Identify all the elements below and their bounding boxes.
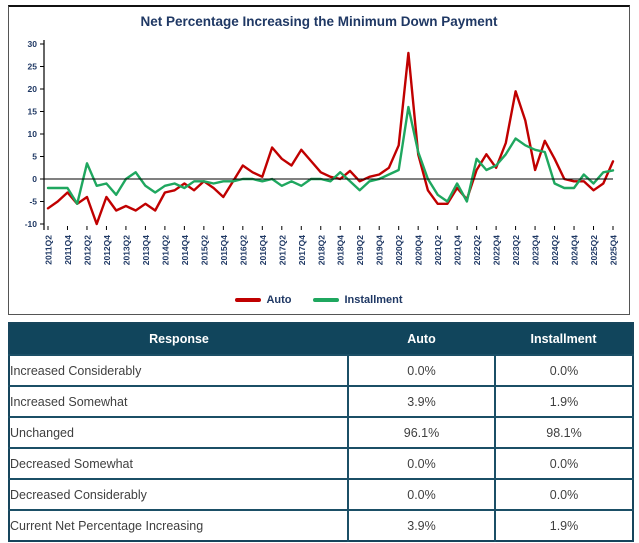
installment-value: 0.0% [494, 478, 633, 510]
x-tick-label: 2018Q4 [336, 235, 346, 266]
table-row: Unchanged 96.1% 98.1% [9, 416, 633, 448]
auto-series-line [46, 51, 615, 226]
y-tick-label: 30 [28, 39, 38, 49]
x-tick-label: 2014Q2 [160, 235, 170, 266]
installment-value: 1.9% [494, 509, 633, 541]
installment-value: 0.0% [494, 447, 633, 479]
x-tick-label: 2025Q4 [609, 235, 619, 266]
y-tick-label: 20 [28, 84, 38, 94]
table-row: Current Net Percentage Increasing 3.9% 1… [9, 509, 633, 541]
installment-line-swatch [313, 298, 340, 302]
x-tick-label: 2020Q4 [414, 235, 424, 266]
table-row: Increased Somewhat 3.9% 1.9% [9, 385, 633, 417]
legend-label-auto: Auto [266, 294, 292, 306]
legend-label-installment: Installment [344, 294, 403, 306]
response-table: Response Auto Installment Increased Cons… [8, 322, 634, 542]
y-tick-label: -10 [25, 219, 38, 229]
y-tick-label: 25 [28, 62, 38, 72]
legend-item-installment: Installment [313, 294, 403, 306]
x-tick-label: 2025Q2 [589, 235, 599, 266]
installment-value: 1.9% [494, 385, 633, 417]
x-tick-label: 2013Q4 [141, 235, 151, 266]
auto-value: 3.9% [347, 385, 495, 417]
auto-value: 0.0% [347, 447, 495, 479]
y-tick-label: 10 [28, 129, 38, 139]
row-label: Decreased Somewhat [9, 447, 348, 479]
x-tick-label: 2018Q2 [316, 235, 326, 266]
installment-value: 98.1% [494, 416, 633, 448]
y-tick-label: 0 [32, 174, 37, 184]
row-label: Increased Somewhat [9, 385, 348, 417]
x-tick-label: 2017Q2 [277, 235, 287, 266]
x-tick-label: 2022Q4 [492, 235, 502, 266]
x-tick-label: 2016Q2 [238, 235, 248, 266]
y-tick-label: 5 [32, 152, 37, 162]
x-tick-label: 2024Q4 [570, 235, 580, 266]
x-tick-label: 2023Q2 [511, 235, 521, 266]
x-tick-label: 2013Q2 [121, 235, 131, 266]
x-tick-label: 2015Q4 [219, 235, 229, 266]
row-label: Decreased Considerably [9, 478, 348, 510]
auto-value: 3.9% [347, 509, 495, 541]
x-tick-label: 2021Q2 [433, 235, 443, 266]
table-row: Decreased Considerably 0.0% 0.0% [9, 478, 633, 510]
line-chart: 30 25 20 15 10 5 0 -5 -10 2011Q2 2011Q4 2012Q2 2012Q… [25, 39, 619, 266]
x-tick-label: 2016Q4 [258, 235, 268, 266]
x-tick-label: 2019Q2 [355, 235, 365, 266]
chart-legend: Auto Installment [9, 294, 629, 306]
x-tick-label: 2023Q4 [531, 235, 541, 266]
chart-title: Net Percentage Increasing the Minimum Do… [140, 14, 498, 29]
auto-line-swatch [235, 298, 262, 302]
installment-value: 0.0% [494, 354, 633, 386]
x-tick-label: 2019Q4 [375, 235, 385, 266]
installment-series-line [46, 105, 615, 206]
x-tick-label: 2022Q2 [472, 235, 482, 266]
header-response: Response [9, 323, 348, 355]
row-label: Unchanged [9, 416, 348, 448]
x-tick-label: 2017Q4 [297, 235, 307, 266]
x-tick-label: 2014Q4 [180, 235, 190, 266]
header-installment: Installment [495, 323, 633, 355]
auto-value: 96.1% [347, 416, 495, 448]
table-row: Increased Considerably 0.0% 0.0% [9, 354, 633, 386]
row-label: Current Net Percentage Increasing [9, 509, 348, 541]
header-auto: Auto [348, 323, 495, 355]
x-tick-label: 2015Q2 [199, 235, 209, 266]
legend-item-auto: Auto [235, 294, 291, 306]
x-tick-label: 2020Q2 [394, 235, 404, 266]
row-label: Increased Considerably [9, 354, 348, 386]
x-tick-label: 2021Q4 [453, 235, 463, 266]
table-header-row: Response Auto Installment [9, 323, 633, 355]
x-tick-label: 2011Q2 [44, 235, 54, 265]
x-tick-label: 2024Q2 [550, 235, 560, 266]
auto-value: 0.0% [347, 354, 495, 386]
x-tick-label: 2012Q2 [82, 235, 92, 266]
y-tick-label: -5 [29, 197, 37, 207]
y-tick-label: 15 [28, 107, 38, 117]
x-tick-label: 2011Q4 [63, 235, 73, 265]
x-tick-label: 2012Q4 [102, 235, 112, 266]
chart-panel: Net Percentage Increasing the Minimum Do… [8, 5, 630, 315]
auto-value: 0.0% [347, 478, 495, 510]
table-row: Decreased Somewhat 0.0% 0.0% [9, 447, 633, 479]
